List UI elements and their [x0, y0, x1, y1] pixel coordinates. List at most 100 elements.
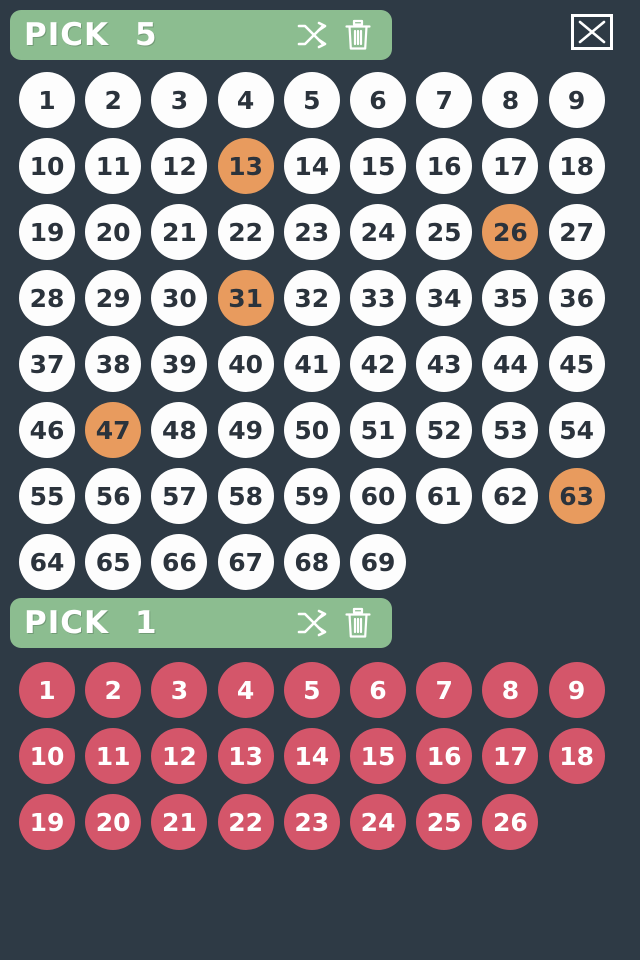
number-ball-main-pool-4[interactable]: 4 — [217, 72, 274, 128]
number-ball-bonus-pool-19[interactable]: 19 — [19, 794, 75, 850]
trash-icon[interactable] — [338, 603, 378, 643]
number-ball-bonus-pool-2[interactable]: 2 — [85, 662, 142, 718]
number-ball-bonus-pool-11[interactable]: 11 — [85, 728, 142, 784]
number-ball-main-pool-1[interactable]: 1 — [19, 72, 75, 128]
number-ball-main-pool-25[interactable]: 25 — [416, 204, 473, 260]
number-ball-main-pool-46[interactable]: 46 — [19, 402, 75, 458]
number-ball-main-pool-26[interactable]: 26 — [482, 204, 539, 260]
number-ball-main-pool-27[interactable]: 27 — [548, 204, 605, 260]
number-ball-main-pool-18[interactable]: 18 — [548, 138, 605, 194]
number-ball-main-pool-16[interactable]: 16 — [416, 138, 473, 194]
number-ball-main-pool-55[interactable]: 55 — [19, 468, 75, 524]
number-ball-bonus-pool-10[interactable]: 10 — [19, 728, 75, 784]
number-ball-main-pool-49[interactable]: 49 — [217, 402, 274, 458]
number-ball-main-pool-24[interactable]: 24 — [350, 204, 406, 260]
number-ball-main-pool-66[interactable]: 66 — [151, 534, 208, 590]
number-ball-main-pool-63[interactable]: 63 — [548, 468, 605, 524]
number-ball-main-pool-56[interactable]: 56 — [85, 468, 142, 524]
number-ball-main-pool-45[interactable]: 45 — [548, 336, 605, 392]
number-ball-bonus-pool-7[interactable]: 7 — [416, 662, 473, 718]
number-ball-main-pool-21[interactable]: 21 — [151, 204, 208, 260]
number-ball-main-pool-36[interactable]: 36 — [548, 270, 605, 326]
number-ball-main-pool-31[interactable]: 31 — [217, 270, 274, 326]
number-ball-main-pool-38[interactable]: 38 — [85, 336, 142, 392]
number-ball-main-pool-28[interactable]: 28 — [19, 270, 75, 326]
number-ball-bonus-pool-25[interactable]: 25 — [416, 794, 473, 850]
number-ball-main-pool-17[interactable]: 17 — [482, 138, 539, 194]
shuffle-icon[interactable] — [294, 603, 334, 643]
number-ball-main-pool-39[interactable]: 39 — [151, 336, 208, 392]
number-ball-main-pool-43[interactable]: 43 — [416, 336, 473, 392]
number-ball-main-pool-13[interactable]: 13 — [217, 138, 274, 194]
number-ball-main-pool-61[interactable]: 61 — [416, 468, 473, 524]
number-ball-main-pool-2[interactable]: 2 — [85, 72, 142, 128]
number-ball-main-pool-40[interactable]: 40 — [217, 336, 274, 392]
number-ball-main-pool-42[interactable]: 42 — [350, 336, 406, 392]
number-ball-main-pool-65[interactable]: 65 — [85, 534, 142, 590]
number-ball-main-pool-37[interactable]: 37 — [19, 336, 75, 392]
number-ball-main-pool-58[interactable]: 58 — [217, 468, 274, 524]
number-ball-bonus-pool-21[interactable]: 21 — [151, 794, 208, 850]
number-ball-main-pool-33[interactable]: 33 — [350, 270, 406, 326]
close-button[interactable] — [571, 14, 613, 50]
number-ball-main-pool-6[interactable]: 6 — [350, 72, 406, 128]
number-ball-bonus-pool-8[interactable]: 8 — [482, 662, 539, 718]
number-ball-main-pool-19[interactable]: 19 — [19, 204, 75, 260]
number-ball-bonus-pool-3[interactable]: 3 — [151, 662, 208, 718]
number-ball-main-pool-10[interactable]: 10 — [19, 138, 75, 194]
number-ball-main-pool-52[interactable]: 52 — [416, 402, 473, 458]
number-ball-bonus-pool-16[interactable]: 16 — [416, 728, 473, 784]
number-ball-main-pool-12[interactable]: 12 — [151, 138, 208, 194]
number-ball-main-pool-14[interactable]: 14 — [283, 138, 340, 194]
number-ball-main-pool-60[interactable]: 60 — [350, 468, 406, 524]
number-ball-bonus-pool-9[interactable]: 9 — [548, 662, 605, 718]
number-ball-main-pool-23[interactable]: 23 — [283, 204, 340, 260]
number-ball-bonus-pool-22[interactable]: 22 — [217, 794, 274, 850]
number-ball-main-pool-50[interactable]: 50 — [283, 402, 340, 458]
number-ball-main-pool-34[interactable]: 34 — [416, 270, 473, 326]
number-ball-bonus-pool-26[interactable]: 26 — [482, 794, 539, 850]
trash-icon[interactable] — [338, 15, 378, 55]
number-ball-bonus-pool-5[interactable]: 5 — [283, 662, 340, 718]
number-ball-main-pool-29[interactable]: 29 — [85, 270, 142, 326]
number-ball-main-pool-68[interactable]: 68 — [283, 534, 340, 590]
number-ball-bonus-pool-15[interactable]: 15 — [350, 728, 406, 784]
number-ball-main-pool-69[interactable]: 69 — [350, 534, 406, 590]
number-ball-main-pool-59[interactable]: 59 — [283, 468, 340, 524]
number-ball-main-pool-57[interactable]: 57 — [151, 468, 208, 524]
number-ball-bonus-pool-18[interactable]: 18 — [548, 728, 605, 784]
number-ball-main-pool-67[interactable]: 67 — [217, 534, 274, 590]
number-ball-bonus-pool-1[interactable]: 1 — [19, 662, 75, 718]
number-ball-main-pool-3[interactable]: 3 — [151, 72, 208, 128]
number-ball-main-pool-47[interactable]: 47 — [85, 402, 142, 458]
number-ball-main-pool-9[interactable]: 9 — [548, 72, 605, 128]
number-ball-main-pool-41[interactable]: 41 — [283, 336, 340, 392]
number-ball-main-pool-32[interactable]: 32 — [283, 270, 340, 326]
number-ball-main-pool-15[interactable]: 15 — [350, 138, 406, 194]
number-ball-bonus-pool-13[interactable]: 13 — [217, 728, 274, 784]
number-ball-main-pool-48[interactable]: 48 — [151, 402, 208, 458]
number-ball-main-pool-22[interactable]: 22 — [217, 204, 274, 260]
number-ball-main-pool-51[interactable]: 51 — [350, 402, 406, 458]
number-ball-bonus-pool-14[interactable]: 14 — [283, 728, 340, 784]
number-ball-main-pool-7[interactable]: 7 — [416, 72, 473, 128]
number-ball-bonus-pool-12[interactable]: 12 — [151, 728, 208, 784]
number-ball-main-pool-8[interactable]: 8 — [482, 72, 539, 128]
number-ball-main-pool-64[interactable]: 64 — [19, 534, 75, 590]
number-ball-main-pool-54[interactable]: 54 — [548, 402, 605, 458]
number-ball-main-pool-53[interactable]: 53 — [482, 402, 539, 458]
number-ball-main-pool-20[interactable]: 20 — [85, 204, 142, 260]
number-ball-main-pool-30[interactable]: 30 — [151, 270, 208, 326]
shuffle-icon[interactable] — [294, 15, 334, 55]
number-ball-main-pool-11[interactable]: 11 — [85, 138, 142, 194]
number-ball-bonus-pool-20[interactable]: 20 — [85, 794, 142, 850]
number-ball-bonus-pool-24[interactable]: 24 — [350, 794, 406, 850]
number-ball-main-pool-62[interactable]: 62 — [482, 468, 539, 524]
number-ball-main-pool-35[interactable]: 35 — [482, 270, 539, 326]
number-ball-bonus-pool-4[interactable]: 4 — [217, 662, 274, 718]
number-ball-bonus-pool-17[interactable]: 17 — [482, 728, 539, 784]
number-ball-bonus-pool-23[interactable]: 23 — [283, 794, 340, 850]
number-ball-main-pool-44[interactable]: 44 — [482, 336, 539, 392]
number-ball-bonus-pool-6[interactable]: 6 — [350, 662, 406, 718]
number-ball-main-pool-5[interactable]: 5 — [283, 72, 340, 128]
